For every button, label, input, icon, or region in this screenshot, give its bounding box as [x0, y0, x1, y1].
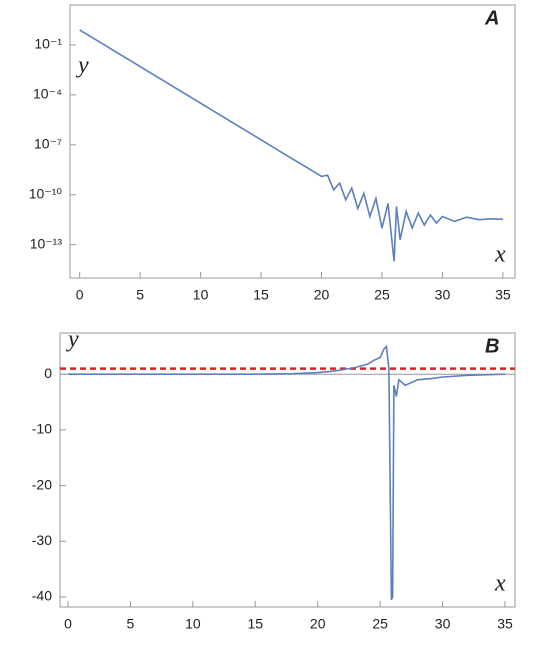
y-tick-label: 10⁻¹	[34, 36, 62, 52]
x-tick-label: 0	[76, 287, 84, 303]
y-axis-label: y	[66, 327, 79, 353]
y-tick-label: -30	[32, 532, 52, 548]
x-tick-label: 15	[253, 287, 269, 303]
x-tick-label: 20	[310, 616, 326, 632]
x-tick-label: 25	[374, 287, 390, 303]
x-tick-label: 10	[185, 616, 201, 632]
x-tick-label: 0	[64, 616, 72, 632]
x-axis-label: x	[494, 571, 506, 597]
x-tick-label: 5	[136, 287, 144, 303]
x-tick-label: 15	[247, 616, 263, 632]
x-tick-label: 10	[193, 287, 209, 303]
data-line	[67, 344, 506, 601]
x-axis-label: x	[494, 242, 506, 268]
y-axis-label: y	[76, 53, 89, 79]
x-tick-label: 35	[497, 616, 513, 632]
y-tick-label: 10⁻¹⁰	[29, 185, 63, 201]
y-tick-label: -40	[32, 588, 52, 604]
y-tick-label: 10⁻¹³	[30, 235, 63, 251]
y-tick-label: 0	[44, 365, 52, 381]
plot-frame	[69, 4, 516, 279]
x-tick-label: 20	[314, 287, 330, 303]
x-tick-label: 30	[435, 616, 451, 632]
x-tick-label: 5	[127, 616, 135, 632]
panel-label: A	[484, 7, 499, 29]
y-tick-label: 10⁻⁷	[34, 136, 62, 152]
y-tick-label: 10⁻⁴	[33, 86, 62, 102]
plot-frame	[59, 332, 516, 608]
x-tick-label: 30	[435, 287, 451, 303]
y-tick-label: -20	[32, 476, 52, 492]
x-tick-label: 35	[495, 287, 511, 303]
y-tick-label: -10	[32, 421, 52, 437]
panel-label: B	[485, 335, 499, 357]
data-line	[79, 29, 503, 262]
x-tick-label: 25	[372, 616, 388, 632]
